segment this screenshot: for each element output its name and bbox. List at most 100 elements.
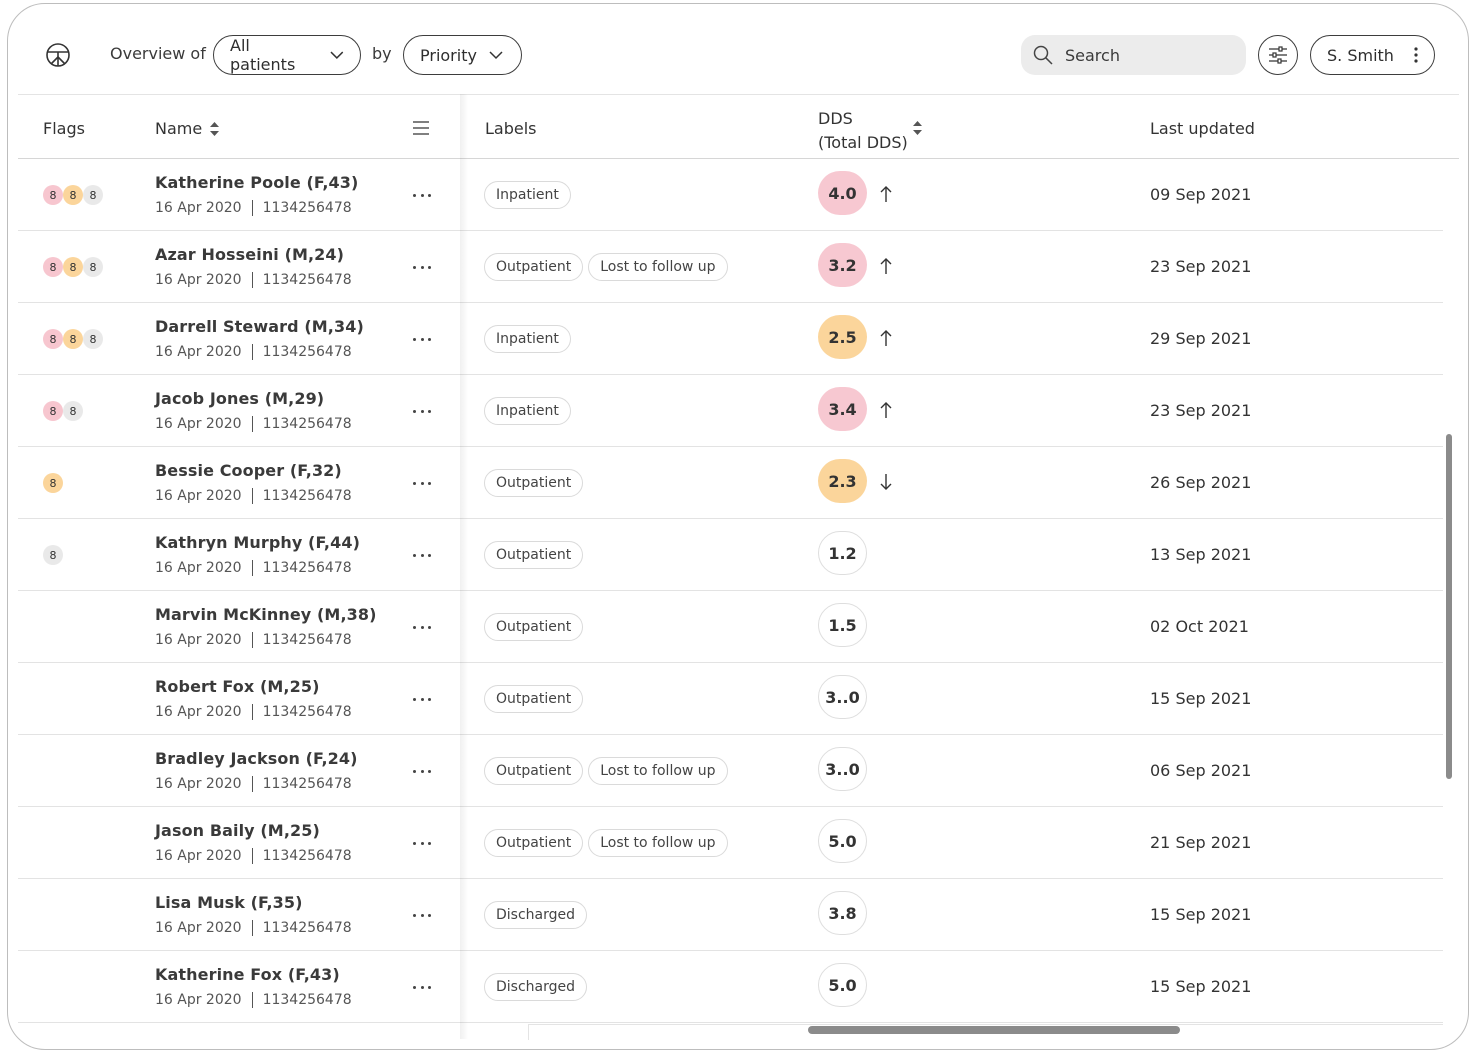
label-tag[interactable]: Inpatient (484, 325, 571, 353)
row-more-icon[interactable] (413, 545, 431, 565)
labels-group: Outpatient Lost to follow up (484, 253, 733, 281)
meta-separator (251, 488, 253, 504)
table-row[interactable]: 8 8 8 Katherine Poole (F,43) 16 Apr 2020 1134… (18, 159, 1443, 231)
row-more-icon[interactable] (413, 185, 431, 205)
row-more-icon[interactable] (413, 257, 431, 277)
label-tag[interactable]: Outpatient (484, 541, 584, 569)
label-tag[interactable]: Inpatient (484, 181, 571, 209)
table-row[interactable]: 8 8 8 Darrell Steward (M,34) 16 Apr 2020 1134… (18, 303, 1443, 375)
patient-name[interactable]: Bessie Cooper (F,32) (155, 461, 342, 480)
patient-name[interactable]: Katherine Fox (F,43) (155, 965, 340, 984)
label-tag[interactable]: Outpatient (484, 253, 584, 281)
table-row[interactable]: Bradley Jackson (F,24) 16 Apr 2020 1134256… (18, 735, 1443, 807)
column-header-name[interactable]: Name (155, 119, 220, 138)
sort-by-dropdown[interactable]: Priority (403, 35, 522, 75)
horizontal-scroll-track (528, 1024, 1443, 1025)
label-tag[interactable]: Discharged (484, 973, 588, 1001)
sort-icon (210, 121, 220, 136)
patient-date: 16 Apr 2020 (155, 920, 242, 936)
table-row[interactable]: 8 8 Jacob Jones (M,29) 16 Apr 2020 113425647… (18, 375, 1443, 447)
arrow-down-icon (880, 474, 892, 490)
meta-separator (251, 848, 253, 864)
chevron-down-icon (489, 51, 503, 60)
patient-name[interactable]: Marvin McKinney (M,38) (155, 605, 377, 624)
patient-name[interactable]: Lisa Musk (F,35) (155, 893, 303, 912)
patient-name[interactable]: Kathryn Murphy (F,44) (155, 533, 360, 552)
dds-score-badge: 3..0 (818, 747, 867, 791)
user-menu-button[interactable]: S. Smith (1310, 35, 1435, 75)
table-row[interactable]: Jason Baily (M,25) 16 Apr 2020 1134256478 O… (18, 807, 1443, 879)
patient-name[interactable]: Robert Fox (M,25) (155, 677, 320, 696)
column-menu-icon[interactable] (413, 121, 429, 135)
label-tag[interactable]: Outpatient (484, 829, 584, 857)
patient-id: 1134256478 (262, 200, 352, 216)
horizontal-scrollbar[interactable] (808, 1026, 1180, 1034)
label-tag[interactable]: Discharged (484, 901, 588, 929)
table-row[interactable]: 8 Kathryn Murphy (F,44) 16 Apr 2020 1134256… (18, 519, 1443, 591)
table-row[interactable]: Robert Fox (M,25) 16 Apr 2020 1134256478 Ou… (18, 663, 1443, 735)
patient-date: 16 Apr 2020 (155, 632, 242, 648)
patient-id: 1134256478 (262, 632, 352, 648)
label-tag[interactable]: Lost to follow up (588, 253, 728, 281)
last-updated-date: 06 Sep 2021 (1150, 761, 1252, 780)
label-tag[interactable]: Lost to follow up (588, 757, 728, 785)
column-header-dds-title: DDS (818, 109, 853, 128)
row-more-icon[interactable] (413, 761, 431, 781)
labels-group: Outpatient Lost to follow up (484, 829, 733, 857)
patient-date: 16 Apr 2020 (155, 560, 242, 576)
patients-filter-value: All patients (230, 36, 296, 74)
patient-name[interactable]: Bradley Jackson (F,24) (155, 749, 358, 768)
patient-meta: 16 Apr 2020 1134256478 (155, 704, 352, 720)
flag-badge: 8 (83, 257, 103, 277)
search-icon (1033, 45, 1053, 65)
arrow-up-icon (880, 330, 892, 346)
dds-score-badge: 2.3 (818, 459, 867, 503)
label-tag[interactable]: Lost to follow up (588, 829, 728, 857)
column-header-dds-subtitle: (Total DDS) (818, 133, 908, 152)
label-tag[interactable]: Outpatient (484, 685, 584, 713)
table-row[interactable]: Lisa Musk (F,35) 16 Apr 2020 1134256478 Dis… (18, 879, 1443, 951)
vertical-scrollbar[interactable] (1446, 434, 1452, 779)
table-row[interactable]: Marvin McKinney (M,38) 16 Apr 2020 1134256… (18, 591, 1443, 663)
label-tag[interactable]: Outpatient (484, 613, 584, 641)
patient-name[interactable]: Jacob Jones (M,29) (155, 389, 325, 408)
row-more-icon[interactable] (413, 977, 431, 997)
table-row[interactable]: Katherine Fox (F,43) 16 Apr 2020 113425647… (18, 951, 1443, 1023)
arrow-up-icon (880, 402, 892, 418)
row-more-icon[interactable] (413, 329, 431, 349)
label-tag[interactable]: Outpatient (484, 757, 584, 785)
app-logo-icon[interactable] (45, 42, 71, 68)
patient-name[interactable]: Katherine Poole (F,43) (155, 173, 359, 192)
patient-date: 16 Apr 2020 (155, 848, 242, 864)
sort-icon[interactable] (913, 121, 922, 135)
filter-settings-button[interactable] (1258, 35, 1298, 75)
row-more-icon[interactable] (413, 689, 431, 709)
table-row[interactable]: 8 Bessie Cooper (F,32) 16 Apr 2020 11342564… (18, 447, 1443, 519)
search-input[interactable]: Search (1021, 35, 1246, 75)
row-more-icon[interactable] (413, 617, 431, 637)
row-more-icon[interactable] (413, 401, 431, 421)
last-updated-date: 21 Sep 2021 (1150, 833, 1252, 852)
user-name: S. Smith (1327, 45, 1394, 65)
column-header-labels: Labels (485, 119, 537, 138)
label-tag[interactable]: Outpatient (484, 469, 584, 497)
meta-separator (251, 704, 253, 720)
label-tag[interactable]: Inpatient (484, 397, 571, 425)
meta-separator (251, 992, 253, 1008)
patient-id: 1134256478 (262, 848, 352, 864)
labels-group: Inpatient (484, 325, 576, 353)
patient-name[interactable]: Darrell Steward (M,34) (155, 317, 364, 336)
row-more-icon[interactable] (413, 833, 431, 853)
row-more-icon[interactable] (413, 905, 431, 925)
patient-name[interactable]: Jason Baily (M,25) (155, 821, 320, 840)
patient-date: 16 Apr 2020 (155, 992, 242, 1008)
row-more-icon[interactable] (413, 473, 431, 493)
table-row[interactable]: 8 8 8 Azar Hosseini (M,24) 16 Apr 2020 113425… (18, 231, 1443, 303)
meta-separator (251, 560, 253, 576)
column-header-dds[interactable]: DDS (Total DDS) (818, 107, 908, 155)
patient-name[interactable]: Azar Hosseini (M,24) (155, 245, 345, 264)
labels-group: Inpatient (484, 397, 576, 425)
patients-filter-dropdown[interactable]: All patients (213, 35, 361, 75)
horizontal-scroll-track-edge (528, 1024, 529, 1040)
